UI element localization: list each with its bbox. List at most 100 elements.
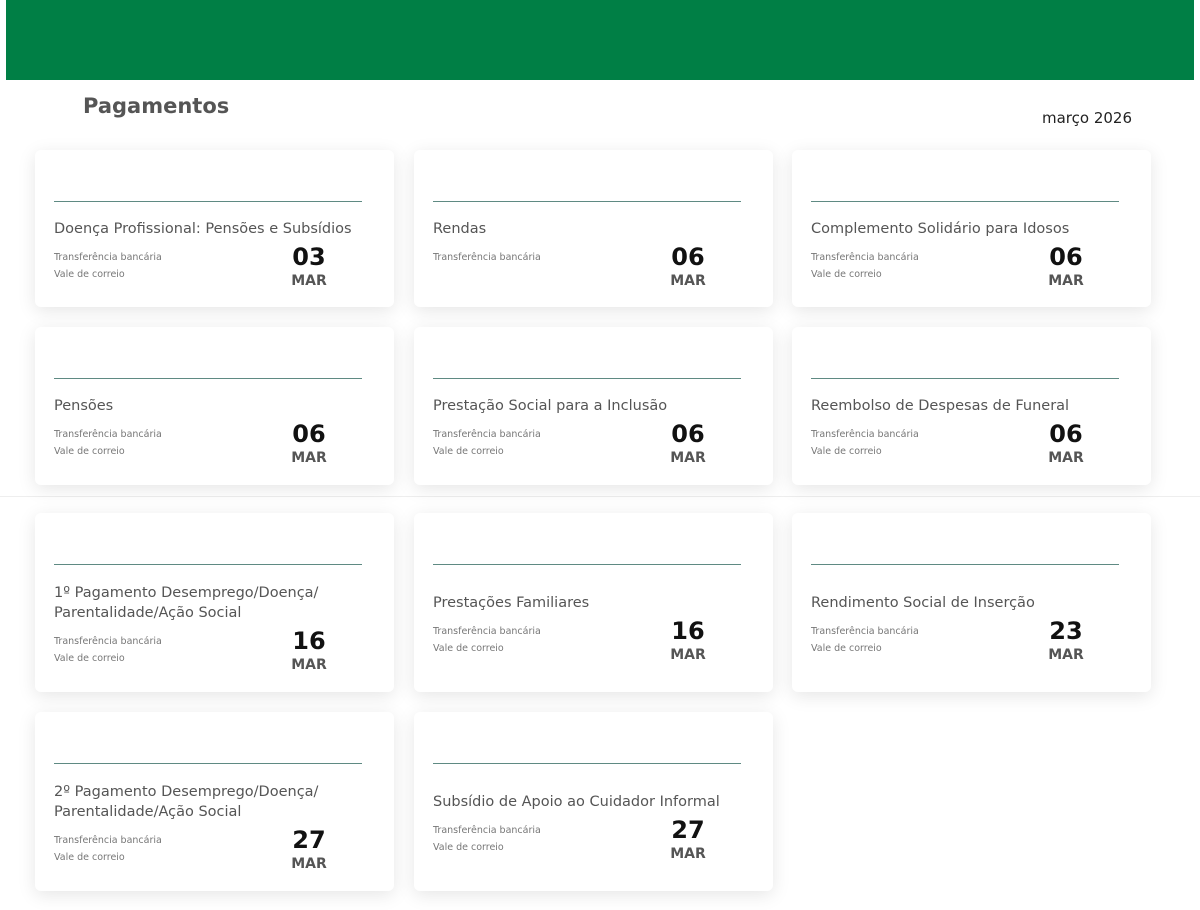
card-separator bbox=[811, 564, 1119, 565]
payment-date: 06 MAR bbox=[1031, 420, 1101, 468]
payment-methods: Transferência bancária Vale de correio bbox=[433, 420, 541, 460]
card-separator bbox=[54, 564, 362, 565]
payment-method: Vale de correio bbox=[54, 268, 125, 280]
payment-card[interactable]: Doença Profissional: Pensões e Subsídios… bbox=[35, 150, 394, 307]
payment-method: Transferência bancária bbox=[811, 625, 919, 637]
card-separator bbox=[54, 378, 362, 379]
card-title: Subsídio de Apoio ao Cuidador Informal bbox=[433, 793, 720, 810]
payment-method: Transferência bancária bbox=[433, 824, 541, 836]
payment-methods: Transferência bancária Vale de correio bbox=[811, 617, 919, 657]
card-title: Complemento Solidário para Idosos bbox=[811, 220, 1070, 237]
payment-methods: Transferência bancária Vale de correio bbox=[811, 420, 919, 460]
payment-methods: Transferência bancária Vale de correio bbox=[54, 627, 162, 667]
card-title: Prestações Familiares bbox=[433, 594, 590, 611]
payment-day: 16 bbox=[292, 626, 326, 655]
card-title: Reembolso de Despesas de Funeral bbox=[811, 398, 1070, 414]
payment-methods: Transferência bancária bbox=[433, 243, 541, 266]
payment-method: Transferência bancária bbox=[811, 251, 919, 263]
payment-method: Vale de correio bbox=[54, 851, 125, 863]
payment-date: 27 MAR bbox=[653, 816, 723, 864]
payment-method: Vale de correio bbox=[54, 652, 125, 664]
payment-date: 06 MAR bbox=[653, 243, 723, 291]
payment-month: MAR bbox=[1048, 450, 1084, 466]
payment-month: MAR bbox=[670, 845, 706, 862]
card-title: Rendas bbox=[433, 220, 487, 237]
payment-day: 23 bbox=[1049, 616, 1083, 645]
payment-day: 06 bbox=[671, 420, 705, 448]
payment-methods: Transferência bancária Vale de correio bbox=[433, 816, 541, 856]
payment-card[interactable]: Complemento Solidário para Idosos Transf… bbox=[792, 150, 1151, 307]
card-separator bbox=[811, 201, 1119, 202]
payment-method: Vale de correio bbox=[54, 446, 125, 457]
payment-day: 06 bbox=[1049, 242, 1083, 271]
payment-date: 23 MAR bbox=[1031, 617, 1101, 665]
payment-card[interactable]: Prestações Familiares Transferência banc… bbox=[414, 513, 773, 692]
card-title: Rendimento Social de Inserção bbox=[811, 594, 1035, 611]
payment-month: MAR bbox=[291, 855, 327, 872]
payment-date: 06 MAR bbox=[274, 420, 344, 468]
card-title: Doença Profissional: Pensões e Subsídios bbox=[54, 220, 352, 237]
payment-methods: Transferência bancária Vale de correio bbox=[54, 243, 162, 283]
payment-day: 06 bbox=[1049, 420, 1083, 448]
payment-date: 06 MAR bbox=[653, 420, 723, 468]
payment-methods: Transferência bancária Vale de correio bbox=[811, 243, 919, 283]
card-separator bbox=[433, 763, 741, 764]
payment-date: 27 MAR bbox=[274, 826, 344, 874]
payment-method: Transferência bancária bbox=[433, 429, 541, 440]
payment-day: 16 bbox=[671, 616, 705, 645]
payment-method: Transferência bancária bbox=[54, 429, 162, 440]
payment-method: Vale de correio bbox=[811, 446, 882, 457]
payment-method: Vale de correio bbox=[811, 268, 882, 280]
payment-month: MAR bbox=[670, 450, 706, 466]
payment-method: Vale de correio bbox=[811, 642, 882, 654]
card-separator bbox=[54, 763, 362, 764]
payment-card[interactable]: Reembolso de Despesas de Funeral Transfe… bbox=[792, 327, 1151, 485]
card-title: 1º Pagamento Desemprego/Doença/ Parental… bbox=[54, 584, 319, 621]
payment-method: Vale de correio bbox=[433, 642, 504, 654]
payment-day: 03 bbox=[292, 242, 326, 271]
payment-card[interactable]: Rendimento Social de Inserção Transferên… bbox=[792, 513, 1151, 692]
card-separator bbox=[433, 201, 741, 202]
payment-method: Transferência bancária bbox=[54, 834, 162, 846]
payment-card[interactable]: 2º Pagamento Desemprego/Doença/ Parental… bbox=[35, 712, 394, 891]
card-title: 2º Pagamento Desemprego/Doença/ Parental… bbox=[54, 783, 319, 820]
card-separator bbox=[433, 378, 741, 379]
payment-month: MAR bbox=[670, 646, 706, 663]
payment-month: MAR bbox=[291, 450, 327, 466]
payment-day: 06 bbox=[292, 420, 326, 448]
payment-card[interactable]: 1º Pagamento Desemprego/Doença/ Parental… bbox=[35, 513, 394, 692]
payment-methods: Transferência bancária Vale de correio bbox=[433, 617, 541, 657]
payment-card[interactable]: Rendas Transferência bancária 06 MAR bbox=[414, 150, 773, 307]
payment-card[interactable]: Pensões Transferência bancária Vale de co… bbox=[35, 327, 394, 485]
payment-date: 16 MAR bbox=[653, 617, 723, 665]
payment-month: MAR bbox=[1048, 646, 1084, 663]
payment-date: 03 MAR bbox=[274, 243, 344, 291]
payment-date: 16 MAR bbox=[274, 627, 344, 675]
payment-card[interactable]: Prestação Social para a Inclusão Transfe… bbox=[414, 327, 773, 485]
current-month: março 2026 bbox=[1041, 109, 1132, 127]
payment-method: Transferência bancária bbox=[433, 625, 541, 637]
page-title: Pagamentos bbox=[83, 94, 230, 118]
payment-method: Transferência bancária bbox=[433, 251, 541, 263]
payment-methods: Transferência bancária Vale de correio bbox=[54, 826, 162, 866]
payment-method: Transferência bancária bbox=[54, 635, 162, 647]
card-title: Pensões bbox=[54, 398, 114, 414]
payment-day: 27 bbox=[292, 825, 326, 854]
payment-methods: Transferência bancária Vale de correio bbox=[54, 420, 162, 460]
payment-method: Vale de correio bbox=[433, 841, 504, 853]
card-separator bbox=[54, 201, 362, 202]
payment-date: 06 MAR bbox=[1031, 243, 1101, 291]
card-separator bbox=[433, 564, 741, 565]
payment-month: MAR bbox=[670, 272, 706, 289]
card-separator bbox=[811, 378, 1119, 379]
payment-card[interactable]: Subsídio de Apoio ao Cuidador Informal T… bbox=[414, 712, 773, 891]
header-bar bbox=[6, 0, 1194, 80]
payment-method: Transferência bancária bbox=[54, 251, 162, 263]
payment-day: 06 bbox=[671, 242, 705, 271]
divider bbox=[0, 496, 1200, 497]
payment-month: MAR bbox=[291, 656, 327, 673]
payment-method: Transferência bancária bbox=[811, 429, 919, 440]
payment-day: 27 bbox=[671, 815, 705, 844]
payment-method: Vale de correio bbox=[433, 446, 504, 457]
payment-month: MAR bbox=[291, 272, 327, 289]
